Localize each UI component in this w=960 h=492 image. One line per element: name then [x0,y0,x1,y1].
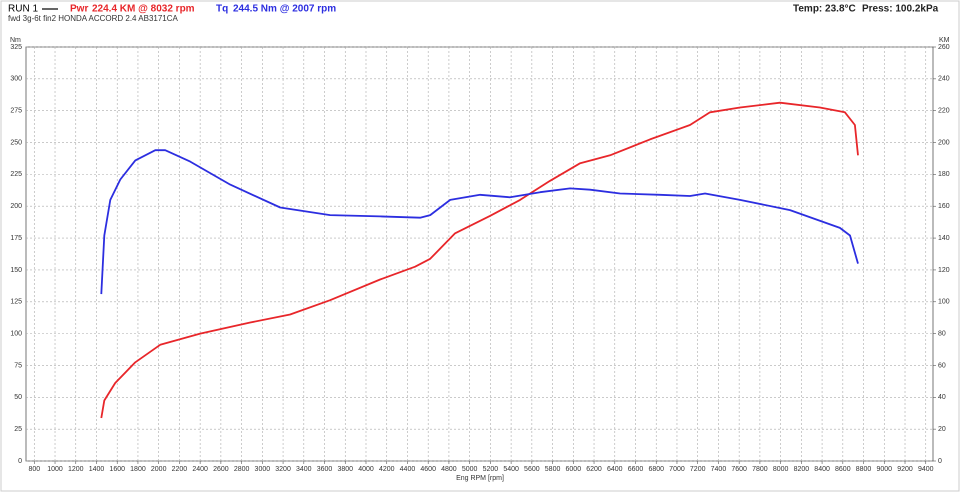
x-tick-label: 5400 [503,466,519,473]
x-tick-label: 3800 [337,466,353,473]
y2-tick-label: 0 [938,458,942,465]
x-tick-label: 6600 [628,466,644,473]
y2-tick-label: 40 [938,394,946,401]
x-tick-label: 3200 [275,466,291,473]
x-tick-label: 1200 [68,466,84,473]
x-axis-label: Eng RPM [rpm] [456,475,504,482]
y2-tick-label: 220 [938,108,950,115]
tq-name: Tq [216,4,228,15]
y-tick-label: 125 [10,299,22,306]
x-tick-label: 7800 [752,466,768,473]
y-axis-label: Nm [10,37,21,44]
y2-tick-label: 100 [938,299,950,306]
x-tick-label: 4400 [400,466,416,473]
y2-tick-label: 240 [938,76,950,83]
x-tick-label: 800 [28,466,40,473]
temp: Temp: 23.8°C [793,4,856,15]
y2-tick-label: 20 [938,426,946,433]
x-tick-label: 9000 [876,466,892,473]
run-label: RUN 1 [8,4,38,15]
x-tick-label: 4600 [420,466,436,473]
press: Press: 100.2kPa [862,4,939,15]
y-tick-label: 300 [10,76,22,83]
x-tick-label: 2000 [151,466,167,473]
x-tick-label: 2200 [172,466,188,473]
y2-tick-label: 180 [938,171,950,178]
x-tick-label: 5200 [483,466,499,473]
x-tick-label: 8000 [773,466,789,473]
x-tick-label: 1800 [130,466,146,473]
pwr-name: Pwr [70,4,88,15]
x-tick-label: 3400 [296,466,312,473]
x-tick-label: 5600 [524,466,540,473]
x-tick-label: 2400 [192,466,208,473]
y-tick-label: 200 [10,203,22,210]
y-tick-label: 325 [10,44,22,51]
y-tick-label: 100 [10,330,22,337]
x-tick-label: 6800 [648,466,664,473]
y2-axis-label: KM [939,37,950,44]
x-tick-label: 2800 [234,466,250,473]
x-tick-label: 8400 [814,466,830,473]
x-tick-label: 3600 [317,466,333,473]
y2-tick-label: 160 [938,203,950,210]
x-tick-label: 7200 [690,466,706,473]
subtitle: fwd 3g-6t fin2 HONDA ACCORD 2.4 AB3171CA [8,14,179,23]
y-tick-label: 175 [10,235,22,242]
x-tick-label: 9400 [918,466,934,473]
y-tick-label: 50 [14,394,22,401]
x-tick-label: 7000 [669,466,685,473]
x-tick-label: 4800 [441,466,457,473]
y-tick-label: 75 [14,362,22,369]
x-tick-label: 3000 [255,466,271,473]
x-tick-label: 4000 [358,466,374,473]
x-tick-label: 6400 [607,466,623,473]
series-line [100,101,859,419]
x-tick-label: 1600 [109,466,125,473]
x-tick-label: 5800 [545,466,561,473]
y-tick-label: 25 [14,426,22,433]
x-tick-label: 4200 [379,466,395,473]
tq-peak: 244.5 Nm @ 2007 rpm [233,4,336,15]
y2-tick-label: 200 [938,139,950,146]
y-tick-label: 0 [18,458,22,465]
x-tick-label: 5000 [462,466,478,473]
y2-tick-label: 80 [938,330,946,337]
y2-tick-label: 260 [938,44,950,51]
x-tick-label: 9200 [897,466,913,473]
x-tick-label: 1400 [89,466,105,473]
x-tick-label: 6000 [566,466,582,473]
y-tick-label: 150 [10,267,22,274]
x-tick-label: 2600 [213,466,229,473]
x-tick-label: 7600 [731,466,747,473]
x-tick-label: 8800 [856,466,872,473]
y2-tick-label: 120 [938,267,950,274]
x-tick-label: 6200 [586,466,602,473]
y-tick-label: 225 [10,171,22,178]
x-tick-label: 8200 [794,466,810,473]
y2-tick-label: 60 [938,362,946,369]
x-tick-label: 1000 [47,466,63,473]
x-tick-label: 7400 [711,466,727,473]
series-line [100,149,859,295]
y-tick-label: 250 [10,139,22,146]
x-tick-label: 8600 [835,466,851,473]
y-tick-label: 275 [10,108,22,115]
pwr-peak: 224.4 KM @ 8032 rpm [92,4,195,15]
y2-tick-label: 140 [938,235,950,242]
